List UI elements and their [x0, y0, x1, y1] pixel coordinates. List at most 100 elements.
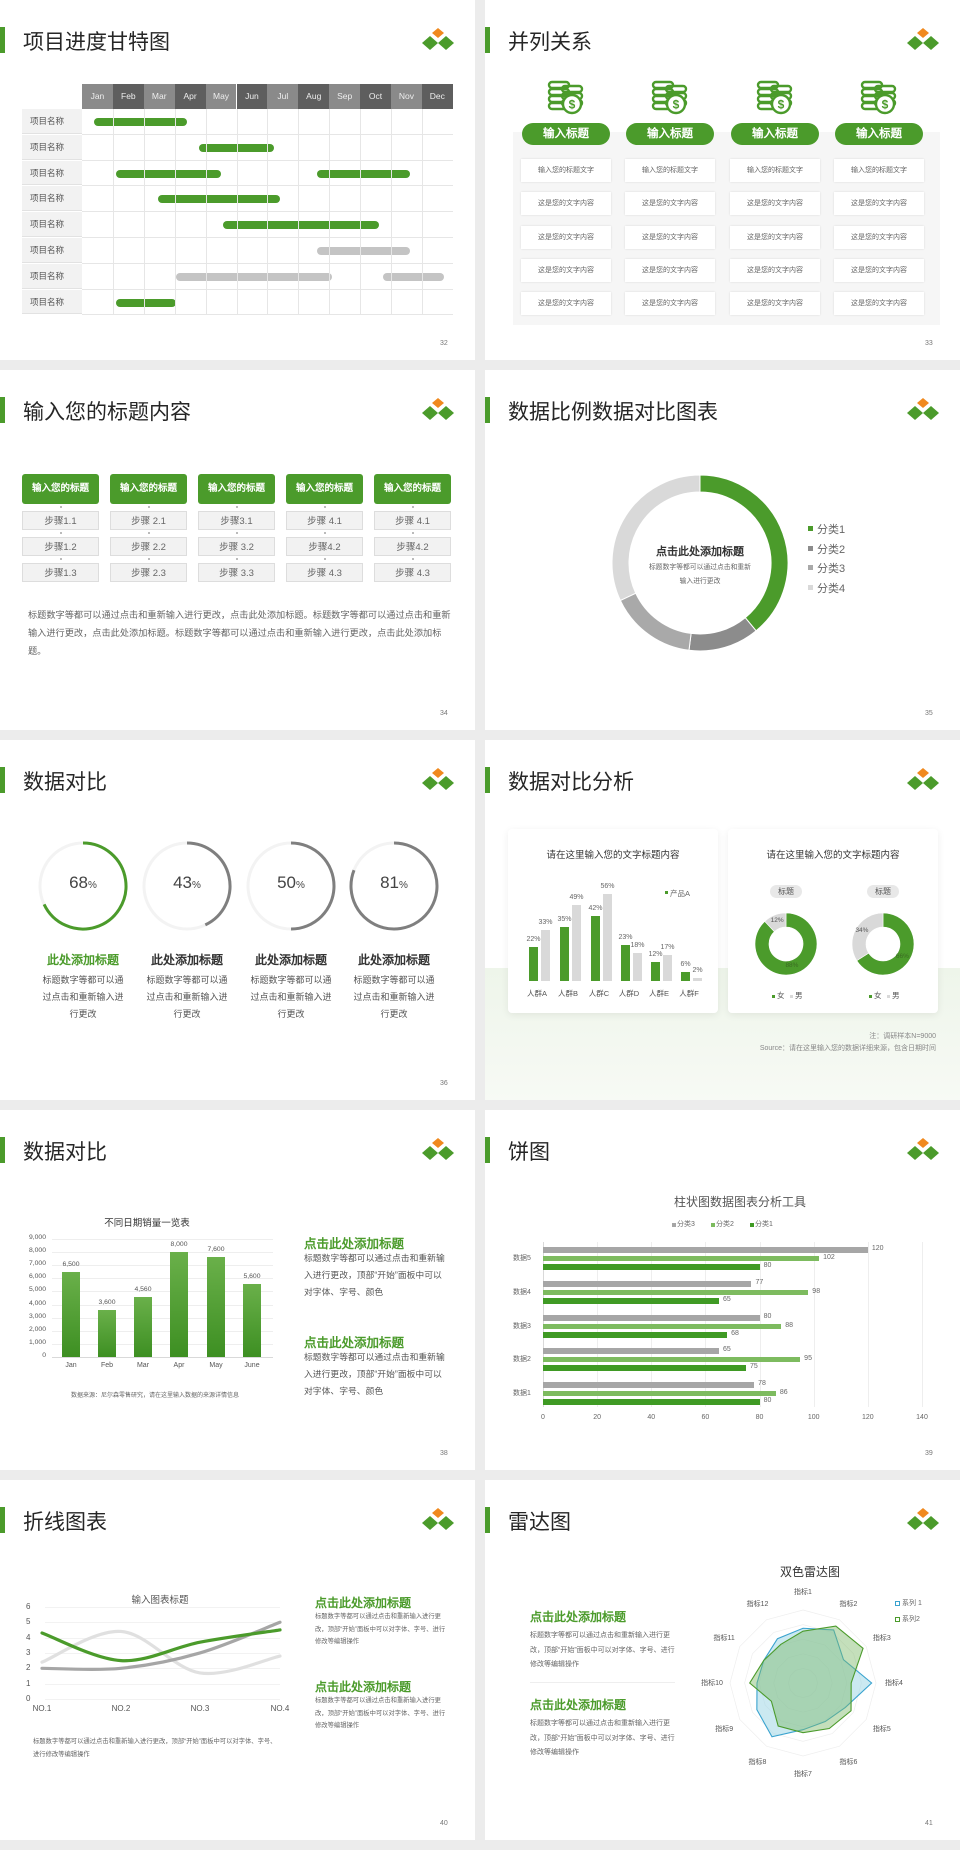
gantt-bar[interactable] — [316, 169, 410, 178]
bar-Apr[interactable] — [170, 1252, 188, 1357]
text-box[interactable]: 这是您的文字内容 — [834, 226, 924, 249]
text-box[interactable]: 这是您的文字内容 — [521, 226, 611, 249]
gantt-bar[interactable] — [316, 247, 410, 255]
bar-分类1[interactable] — [543, 1264, 760, 1270]
bar-分类3[interactable] — [543, 1348, 719, 1354]
bar-人群C[interactable] — [591, 915, 600, 981]
gantt-bar[interactable] — [157, 195, 280, 204]
text-box[interactable]: 输入您的标题文字 — [521, 159, 611, 182]
text-box[interactable]: 这是您的文字内容 — [625, 226, 715, 249]
text-box[interactable]: 这是您的文字内容 — [521, 259, 611, 282]
slide-32[interactable]: 项目进度甘特图 32 Jan Feb Mar Apr May Jun Jul Aug Sep Oct N… — [0, 0, 475, 360]
step-header[interactable]: 输入您的标题 — [110, 474, 187, 504]
bar-人群B[interactable] — [572, 905, 581, 981]
gantt-bar[interactable] — [176, 272, 333, 281]
slide-41[interactable]: 雷达图 41 双色雷达图 指标1 指标2 指标3 指标4 指标5 指标6 指标7 指标8 指标9 指标1… — [485, 1480, 960, 1840]
bar-分类2[interactable] — [543, 1255, 820, 1262]
bar-人群F[interactable] — [681, 971, 690, 981]
bar-人群F[interactable] — [693, 977, 702, 981]
gantt-bar[interactable] — [199, 143, 274, 152]
bar-Jan[interactable] — [62, 1271, 80, 1357]
bar-分类2[interactable] — [543, 1289, 809, 1296]
step-item[interactable]: 步骤1.2 — [22, 537, 99, 556]
y-tick-label: 4,000 — [28, 1299, 46, 1307]
column-title-pill[interactable]: 输入标题 — [731, 123, 819, 145]
step-item[interactable]: 步骤 2.2 — [110, 537, 187, 556]
slide-37[interactable]: 数据对比分析37请在这里输入您的文字标题内容22%33%人群A35%49%人群B… — [485, 740, 960, 1100]
text-box[interactable]: 这是您的文字内容 — [521, 292, 611, 315]
step-item[interactable]: 步骤3.1 — [198, 511, 275, 530]
bar-人群C[interactable] — [603, 894, 612, 981]
slide-33[interactable]: 并列关系 33 $ 输入标题 输入您的标题文字 这是您的文字内容 这是您的文字内容 这是您的文… — [485, 0, 960, 360]
bar-人群D[interactable] — [633, 953, 642, 981]
bar-分类2[interactable] — [543, 1390, 776, 1397]
gantt-bar[interactable] — [94, 118, 188, 126]
text-box[interactable]: 输入您的标题文字 — [625, 159, 715, 182]
step-header[interactable]: 输入您的标题 — [374, 474, 451, 504]
step-item[interactable]: 步骤1.1 — [22, 511, 99, 530]
bar-人群B[interactable] — [560, 926, 569, 981]
step-item[interactable]: 步骤 3.3 — [198, 563, 275, 582]
step-item[interactable]: 步骤 2.3 — [110, 563, 187, 582]
slide-36[interactable]: 数据对比 36 68% 此处添加标题 标题数字等都可以通过点击和重新输入进行更改 43% 此… — [0, 740, 475, 1100]
gantt-bar[interactable] — [115, 298, 177, 307]
bar-分类2[interactable] — [543, 1323, 782, 1330]
bar-May[interactable] — [207, 1257, 225, 1357]
gantt-bar[interactable] — [222, 221, 379, 230]
bar-分类3[interactable] — [543, 1281, 752, 1287]
text-box[interactable]: 这是您的文字内容 — [625, 292, 715, 315]
text-box[interactable]: 这是您的文字内容 — [625, 192, 715, 215]
column-title-pill[interactable]: 输入标题 — [835, 123, 923, 145]
step-header[interactable]: 输入您的标题 — [22, 474, 99, 504]
step-item[interactable]: 步骤 4.3 — [286, 563, 363, 582]
slide-39[interactable]: 饼图 39 柱状图数据图表分析工具 分类3 分类2 分类1 0 20 40 60 80 100 120 1… — [485, 1110, 960, 1470]
bar-Mar[interactable] — [134, 1297, 152, 1357]
text-box[interactable]: 这是您的文字内容 — [834, 292, 924, 315]
text-box[interactable]: 这是您的文字内容 — [730, 226, 820, 249]
bar-人群D[interactable] — [621, 945, 630, 981]
bar-人群E[interactable] — [651, 962, 660, 981]
gantt-bar[interactable] — [383, 272, 444, 281]
step-item[interactable]: 步骤 4.1 — [286, 511, 363, 530]
text-box[interactable]: 这是您的文字内容 — [730, 292, 820, 315]
bar-分类3[interactable] — [543, 1247, 868, 1253]
text-box[interactable]: 这是您的文字内容 — [834, 192, 924, 215]
text-box[interactable]: 这是您的文字内容 — [730, 192, 820, 215]
slide-40[interactable]: 折线图表 40 输入图表标题 0 1 2 3 4 5 6 NO.1 NO.2 NO.3 NO.4 标题数字等… — [0, 1480, 475, 1840]
slide-38[interactable]: 数据对比 38 不同日期销量一览表 0 1,000 2,000 3,000 4,000 5,00… — [0, 1110, 475, 1470]
bar-分类1[interactable] — [543, 1399, 760, 1405]
slide-34[interactable]: 输入您的标题内容 34 输入您的标题 步骤1.1 步骤1.2 步骤1.3 输入您的标题 步骤 … — [0, 370, 475, 730]
step-header[interactable]: 输入您的标题 — [198, 474, 275, 504]
bar-人群E[interactable] — [663, 954, 672, 981]
text-box[interactable]: 这是您的文字内容 — [521, 192, 611, 215]
step-item[interactable]: 步骤 3.2 — [198, 537, 275, 556]
y-gridline — [45, 1699, 280, 1700]
text-box[interactable]: 这是您的文字内容 — [834, 259, 924, 282]
step-header[interactable]: 输入您的标题 — [286, 474, 363, 504]
bar-Feb[interactable] — [98, 1309, 116, 1357]
text-box[interactable]: 输入您的标题文字 — [730, 159, 820, 182]
step-item[interactable]: 步骤1.3 — [22, 563, 99, 582]
bar-分类1[interactable] — [543, 1365, 747, 1371]
text-box[interactable]: 这是您的文字内容 — [625, 259, 715, 282]
step-item[interactable]: 步骤 2.1 — [110, 511, 187, 530]
step-item[interactable]: 步骤 4.3 — [374, 563, 451, 582]
bar-人群A[interactable] — [541, 929, 550, 981]
bar-分类1[interactable] — [543, 1298, 719, 1304]
bar-分类2[interactable] — [543, 1356, 801, 1363]
bar-分类3[interactable] — [543, 1315, 760, 1321]
bar-分类3[interactable] — [543, 1382, 755, 1388]
bar-人群A[interactable] — [529, 946, 538, 981]
text-box[interactable]: 这是您的文字内容 — [730, 259, 820, 282]
text-box[interactable]: 输入您的标题文字 — [834, 159, 924, 182]
column-title-pill[interactable]: 输入标题 — [626, 123, 714, 145]
step-item[interactable]: 步骤4.2 — [286, 537, 363, 556]
gantt-bar[interactable] — [115, 169, 222, 178]
source-note: Source：请在这里输入您的数据详细来源，包含日期时间 — [759, 1045, 936, 1052]
bar-分类1[interactable] — [543, 1332, 728, 1338]
bar-June[interactable] — [243, 1283, 261, 1357]
slide-35[interactable]: 数据比例数据对比图表 35 分类1 分类2 分类3 分类4 点击此处添加标题 标题数字等都可以… — [485, 370, 960, 730]
step-item[interactable]: 步骤4.2 — [374, 537, 451, 556]
step-item[interactable]: 步骤 4.1 — [374, 511, 451, 530]
column-title-pill[interactable]: 输入标题 — [522, 123, 610, 145]
